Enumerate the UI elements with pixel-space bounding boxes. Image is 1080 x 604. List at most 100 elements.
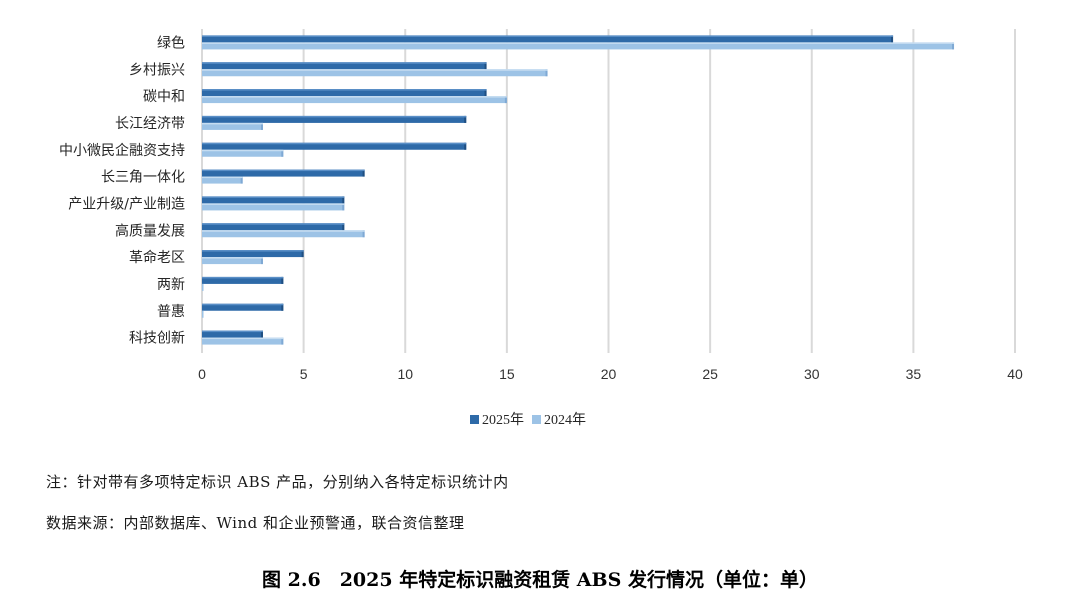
category-label: 两新 bbox=[157, 277, 185, 293]
legend-swatch-2024 bbox=[532, 414, 541, 424]
legend: 2025年 2024年 bbox=[470, 409, 586, 429]
bar-highlight bbox=[202, 89, 487, 91]
legend-item-2024: 2024年 bbox=[532, 409, 586, 429]
bar-cap bbox=[260, 122, 263, 130]
bar-cap bbox=[545, 69, 548, 77]
bar-cap bbox=[281, 276, 284, 284]
x-tick-label: 15 bbox=[499, 366, 515, 382]
source-text: 数据来源：内部数据库、Wind 和企业预警通，联合资信整理 bbox=[46, 514, 465, 532]
category-label: 产业升级/产业制造 bbox=[68, 196, 185, 212]
legend-label-2024: 2024年 bbox=[544, 413, 586, 428]
bar-2025 bbox=[202, 35, 894, 43]
bar-highlight bbox=[202, 203, 345, 205]
category-labels: 绿色乡村振兴碳中和长江经济带中小微民企融资支持长三角一体化产业升级/产业制造高质… bbox=[59, 34, 185, 346]
x-tick-label: 30 bbox=[804, 366, 820, 382]
x-tick-labels: 0 5 10 15 20 25 30 35 40 bbox=[198, 366, 1023, 382]
bar-2025 bbox=[202, 250, 304, 258]
bar-2024 bbox=[202, 310, 204, 318]
figure-caption: 图 2.6 2025 年特定标识融资租赁 ABS 发行情况（单位：单） bbox=[262, 569, 818, 591]
bar-2024 bbox=[202, 96, 507, 104]
x-tick-label: 25 bbox=[702, 366, 718, 382]
bar-highlight bbox=[202, 96, 507, 98]
x-tick-label: 35 bbox=[906, 366, 922, 382]
bar-highlight bbox=[202, 176, 243, 179]
x-tick-label: 20 bbox=[601, 366, 617, 382]
category-label: 绿色 bbox=[157, 34, 185, 51]
bar-highlight bbox=[202, 276, 284, 279]
bar-highlight bbox=[202, 115, 467, 118]
bar-cap bbox=[342, 196, 345, 204]
bar-2024 bbox=[202, 42, 955, 50]
x-tick-label: 0 bbox=[198, 366, 206, 382]
bar-highlight bbox=[202, 330, 263, 333]
bar-2025 bbox=[202, 142, 467, 150]
bar-cap bbox=[260, 257, 263, 265]
category-label: 高质量发展 bbox=[115, 222, 185, 239]
x-tick-label: 5 bbox=[300, 366, 308, 382]
x-tick-label: 10 bbox=[397, 366, 413, 382]
category-label: 科技创新 bbox=[129, 331, 185, 347]
bar-highlight bbox=[202, 62, 487, 64]
bar-highlight bbox=[202, 257, 263, 259]
legend-label-2025: 2025年 bbox=[482, 413, 524, 428]
bar-highlight bbox=[202, 250, 304, 252]
legend-item-2025: 2025年 bbox=[470, 409, 524, 429]
bar-highlight bbox=[202, 337, 284, 340]
bar-highlight bbox=[202, 169, 365, 172]
category-label: 长江经济带 bbox=[115, 116, 185, 132]
bar-cap bbox=[464, 115, 467, 123]
bar-2024 bbox=[202, 337, 284, 345]
bar-2024 bbox=[202, 176, 243, 184]
bar-highlight bbox=[202, 196, 345, 198]
bar-cap bbox=[464, 142, 467, 150]
bar-highlight bbox=[202, 142, 467, 145]
bar-highlight bbox=[202, 42, 955, 44]
bar-cap bbox=[240, 176, 243, 184]
bar-highlight bbox=[202, 223, 345, 225]
category-label: 碳中和 bbox=[143, 89, 185, 105]
bar-highlight bbox=[202, 230, 365, 232]
bar-2024 bbox=[202, 149, 284, 157]
category-label: 革命老区 bbox=[129, 249, 185, 266]
bar-highlight bbox=[202, 69, 548, 71]
bar-2025 bbox=[202, 89, 487, 97]
bar-cap bbox=[504, 96, 507, 104]
bar-cap bbox=[301, 250, 304, 258]
bar-highlight bbox=[202, 122, 263, 125]
bar-2025 bbox=[202, 169, 365, 177]
bar-2025 bbox=[202, 303, 284, 311]
bar-cap bbox=[281, 303, 284, 311]
category-label: 长三角一体化 bbox=[101, 170, 185, 186]
bar-2024 bbox=[202, 203, 345, 211]
bar-highlight bbox=[202, 35, 894, 37]
category-label: 普惠 bbox=[157, 304, 185, 320]
bar-cap bbox=[484, 89, 487, 97]
bar-2025 bbox=[202, 223, 345, 231]
bar-2025 bbox=[202, 196, 345, 204]
legend-swatch-2025 bbox=[470, 414, 479, 424]
bar-highlight bbox=[202, 149, 284, 152]
x-tick-label: 40 bbox=[1007, 366, 1023, 382]
bar-cap bbox=[362, 230, 365, 238]
category-label: 中小微民企融资支持 bbox=[59, 142, 185, 159]
bar-2025 bbox=[202, 330, 263, 338]
bar-cap bbox=[260, 330, 263, 338]
bar-2024 bbox=[202, 257, 263, 265]
bar-cap bbox=[484, 62, 487, 70]
bar-highlight bbox=[202, 303, 284, 306]
bar-2025 bbox=[202, 276, 284, 284]
gridlines bbox=[201, 29, 1016, 353]
bar-2024 bbox=[202, 283, 204, 291]
bar-2025 bbox=[202, 62, 487, 70]
bar-chart: 绿色乡村振兴碳中和长江经济带中小微民企融资支持长三角一体化产业升级/产业制造高质… bbox=[59, 29, 1023, 382]
bar-cap bbox=[362, 169, 365, 177]
category-label: 乡村振兴 bbox=[129, 62, 185, 78]
bar-cap bbox=[891, 35, 894, 43]
bar-cap bbox=[281, 149, 284, 157]
bar-2024 bbox=[202, 122, 263, 130]
bar-2025 bbox=[202, 115, 467, 123]
bars bbox=[202, 35, 955, 345]
bar-2024 bbox=[202, 230, 365, 238]
bar-cap bbox=[281, 337, 284, 345]
bar-cap bbox=[342, 223, 345, 231]
